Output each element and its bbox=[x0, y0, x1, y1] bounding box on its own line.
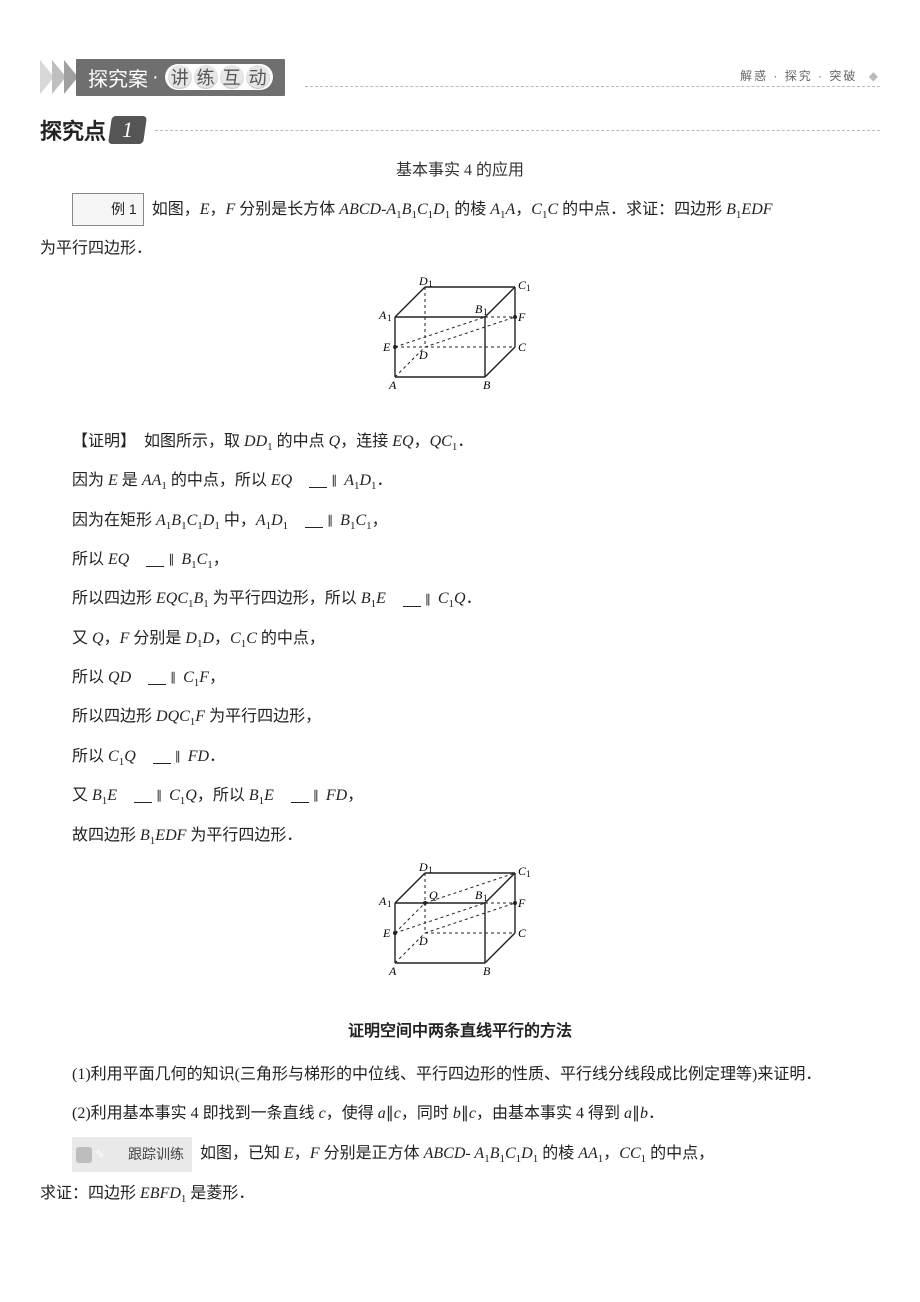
svg-text:E: E bbox=[382, 340, 391, 354]
svg-text:B: B bbox=[483, 964, 491, 978]
proof-label: 【证明】 bbox=[72, 433, 128, 450]
svg-text:E: E bbox=[382, 926, 391, 940]
svg-text:A: A bbox=[378, 308, 387, 322]
follow-exercise-2: 求证：四边形 EBFD1 是菱形． bbox=[40, 1176, 880, 1211]
research-point-number: 1 bbox=[108, 116, 147, 144]
svg-text:D: D bbox=[418, 934, 428, 948]
example-statement-cont: 为平行四边形． bbox=[40, 231, 880, 266]
svg-text:1: 1 bbox=[526, 869, 531, 879]
svg-text:Q: Q bbox=[429, 888, 438, 902]
example-statement: 例 1 如图，E，F 分别是长方体 ABCD-A1B1C1D1 的棱 A1A，C… bbox=[40, 192, 880, 227]
method-p1: (1)利用平面几何的知识(三角形与梯形的中位线、平行四边形的性质、平行线分线段成… bbox=[40, 1057, 880, 1092]
proof-line: 所以 QD ∥ C1F， bbox=[40, 660, 880, 695]
example-badge: 例 1 bbox=[72, 193, 144, 226]
banner-title: 探究案 · 讲 练 互 动 bbox=[76, 59, 285, 96]
svg-text:1: 1 bbox=[428, 279, 433, 289]
svg-text:D: D bbox=[418, 277, 428, 288]
proof-line: 【证明】 如图所示，取 DD1 的中点 Q，连接 EQ，QC1． bbox=[40, 424, 880, 459]
svg-text:D: D bbox=[418, 348, 428, 362]
svg-text:C: C bbox=[518, 340, 527, 354]
proof-line: 又 B1E ∥ C1Q，所以 B1E ∥ FD， bbox=[40, 778, 880, 813]
capsule-char: 互 bbox=[220, 65, 244, 89]
proof-line: 因为 E 是 AA1 的中点，所以 EQ ∥ A1D1． bbox=[40, 463, 880, 498]
proof-line: 所以 C1Q ∥ FD． bbox=[40, 739, 880, 774]
pencil-icon: ✎ bbox=[76, 1147, 92, 1163]
svg-text:A: A bbox=[388, 964, 397, 978]
proof-line: 所以四边形 EQC1B1 为平行四边形，所以 B1E ∥ C1Q． bbox=[40, 581, 880, 616]
capsule-char: 练 bbox=[194, 65, 218, 89]
svg-text:C: C bbox=[518, 926, 527, 940]
follow-badge: ✎ 跟踪训练 bbox=[72, 1137, 192, 1172]
follow-exercise: ✎ 跟踪训练 如图，已知 E，F 分别是正方体 ABCD- A1B1C1D1 的… bbox=[40, 1136, 880, 1173]
underline-decor bbox=[155, 130, 880, 131]
svg-text:1: 1 bbox=[387, 899, 392, 909]
svg-text:1: 1 bbox=[483, 307, 488, 317]
svg-text:B: B bbox=[483, 378, 491, 392]
svg-text:B: B bbox=[475, 302, 483, 316]
svg-text:1: 1 bbox=[483, 893, 488, 903]
svg-text:D: D bbox=[418, 863, 428, 874]
follow-badge-text: 跟踪训练 bbox=[96, 1139, 184, 1170]
svg-text:F: F bbox=[517, 310, 526, 324]
figure-2: D1 C1 A1 Q B1 F E C D A B bbox=[40, 863, 880, 996]
banner-title-text: 探究案 bbox=[88, 63, 148, 92]
header-right-text: 解惑 · 探究 · 突破 bbox=[740, 69, 857, 83]
figure-1: D1 C1 A1 B1 F E C D A B bbox=[40, 277, 880, 410]
svg-text:B: B bbox=[475, 888, 483, 902]
method-p2: (2)利用基本事实 4 即找到一条直线 c，使得 a∥c，同时 b∥c，由基本事… bbox=[40, 1096, 880, 1131]
point-subtitle: 基本事实 4 的应用 bbox=[40, 156, 880, 180]
proof-line: 所以 EQ ∥ B1C1， bbox=[40, 542, 880, 577]
diamond-icon: ◆ bbox=[869, 69, 880, 83]
proof-line: 因为在矩形 A1B1C1D1 中，A1D1 ∥ B1C1， bbox=[40, 503, 880, 538]
proof-line: 所以四边形 DQC1F 为平行四边形， bbox=[40, 699, 880, 734]
svg-text:A: A bbox=[388, 378, 397, 392]
proof-line: 故四边形 B1EDF 为平行四边形． bbox=[40, 818, 880, 853]
capsule-char: 讲 bbox=[168, 65, 192, 89]
svg-text:1: 1 bbox=[428, 865, 433, 875]
page-header-right: 解惑 · 探究 · 突破 ◆ bbox=[305, 67, 880, 87]
svg-text:1: 1 bbox=[526, 283, 531, 293]
research-point-label: 探究点 bbox=[40, 114, 106, 146]
capsule-char: 动 bbox=[246, 65, 270, 89]
section-banner: 探究案 · 讲 练 互 动 bbox=[40, 60, 285, 94]
method-title: 证明空间中两条直线平行的方法 bbox=[40, 1014, 880, 1049]
svg-text:1: 1 bbox=[387, 313, 392, 323]
svg-text:A: A bbox=[378, 894, 387, 908]
svg-text:F: F bbox=[517, 896, 526, 910]
proof-line: 又 Q，F 分别是 D1D，C1C 的中点， bbox=[40, 621, 880, 656]
